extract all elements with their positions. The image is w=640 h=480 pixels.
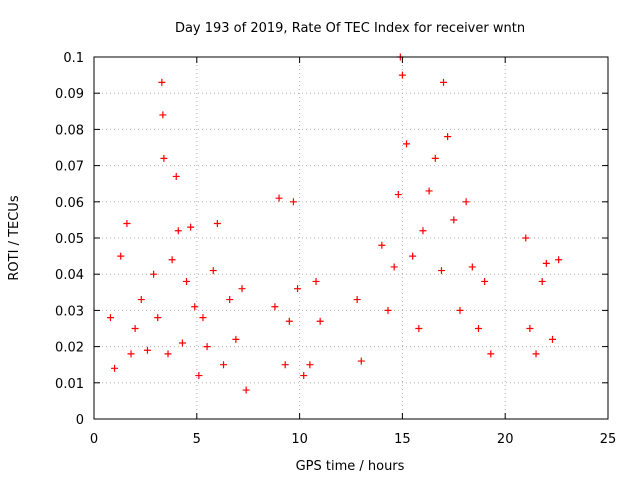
data-point [213,220,221,228]
data-point [419,227,427,235]
data-point [191,303,199,311]
data-point [487,350,495,358]
grid-lines [94,57,608,419]
data-point [456,306,464,314]
data-point [174,227,182,235]
y-tick-label: 0.07 [55,160,84,175]
x-tick-label: 0 [90,432,98,447]
data-point [409,252,417,260]
data-point [285,317,293,325]
data-point [238,285,246,293]
y-tick-label: 0.09 [55,87,84,102]
data-point [160,154,168,162]
data-point [158,78,166,86]
data-point [316,317,324,325]
data-point [199,314,207,322]
data-point [111,364,119,372]
data-point [415,325,423,332]
data-point [555,256,563,264]
y-tick-label: 0.05 [55,232,84,247]
data-point [183,277,191,285]
y-tick-label: 0.04 [55,268,84,283]
data-point [548,335,556,343]
data-point [474,325,482,332]
y-tick-label: 0.03 [55,304,84,319]
data-point [271,303,279,311]
y-tick-label: 0 [76,413,84,428]
data-point [127,350,135,358]
data-point [357,357,365,365]
data-point [209,267,217,275]
data-point [526,325,534,332]
data-point [178,339,186,347]
data-point [131,325,139,332]
data-point [440,78,448,86]
data-point [164,350,172,358]
data-point [220,361,228,369]
data-point [137,296,145,304]
data-point [384,306,392,314]
data-point [300,372,308,380]
data-point [232,335,240,343]
axis-ticks: 0 5 10 15 20 25 0 0.01 0.02 0.03 0.04 0.05 0.06 0.07 0… [55,51,616,447]
y-tick-label: 0.06 [55,196,84,211]
data-point [159,111,167,119]
x-tick-label: 25 [600,432,617,447]
data-point [154,314,162,322]
data-point [394,191,402,199]
x-axis-label: GPS time / hours [296,459,405,474]
data-point [390,263,398,271]
x-tick-label: 20 [497,432,514,447]
data-point [123,220,131,228]
data-point [437,267,445,275]
data-point [481,277,489,285]
data-point [289,198,297,206]
y-tick-label: 0.02 [55,341,84,356]
data-point [378,241,386,249]
data-point [398,71,406,79]
data-point [275,194,283,202]
data-point [226,296,234,304]
data-point [117,252,125,260]
y-tick-label: 0.01 [55,377,84,392]
x-tick-label: 15 [394,432,411,447]
data-point [242,386,250,394]
data-point [538,277,546,285]
data-point [281,361,289,369]
chart-title: Day 193 of 2019, Rate Of TEC Index for r… [175,21,525,36]
x-tick-label: 10 [291,432,308,447]
data-point [444,133,452,141]
data-point [106,314,114,322]
data-point [462,198,470,206]
data-point [195,372,203,380]
y-tick-label: 0.08 [55,123,84,138]
data-point [425,187,433,195]
y-axis-label: ROTI / TECUs [7,195,22,280]
data-point [522,234,530,242]
data-point [532,350,540,358]
data-point [353,296,361,304]
x-tick-label: 5 [193,432,201,447]
data-point [168,256,176,264]
data-point [468,263,476,271]
data-point [450,216,458,224]
data-point [203,343,211,351]
data-point [143,346,151,354]
data-point [312,277,320,285]
data-point [431,154,439,162]
y-tick-label: 0.1 [63,51,84,66]
data-point [306,361,314,369]
data-point [542,259,550,267]
data-point [294,285,302,293]
data-point [150,270,158,278]
data-points [106,53,563,394]
data-point [403,140,411,148]
data-point [187,223,195,231]
data-point [172,172,180,180]
